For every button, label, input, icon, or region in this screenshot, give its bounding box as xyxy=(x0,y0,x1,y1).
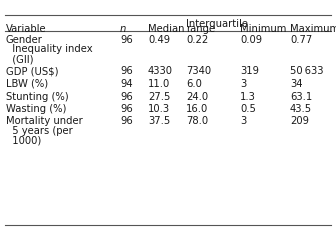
Text: 4330: 4330 xyxy=(148,67,173,77)
Text: 24.0: 24.0 xyxy=(186,92,208,102)
Text: 3: 3 xyxy=(240,79,246,89)
Text: 96: 96 xyxy=(120,104,133,114)
Text: 11.0: 11.0 xyxy=(148,79,170,89)
Text: 63.1: 63.1 xyxy=(290,92,312,102)
Text: Interquartile: Interquartile xyxy=(186,19,248,29)
Text: 209: 209 xyxy=(290,116,309,127)
Text: 0.77: 0.77 xyxy=(290,35,312,45)
Text: Inequality index: Inequality index xyxy=(6,44,93,54)
Text: Wasting (%): Wasting (%) xyxy=(6,104,67,114)
Text: 10.3: 10.3 xyxy=(148,104,170,114)
Text: n: n xyxy=(120,24,126,34)
Text: 96: 96 xyxy=(120,35,133,45)
Text: 3: 3 xyxy=(240,116,246,127)
Text: Maximum: Maximum xyxy=(290,24,336,34)
Text: 0.5: 0.5 xyxy=(240,104,256,114)
Text: 6.0: 6.0 xyxy=(186,79,202,89)
Text: 1000): 1000) xyxy=(6,136,41,146)
Text: 7340: 7340 xyxy=(186,67,211,77)
Text: (GII): (GII) xyxy=(6,54,34,64)
Text: Median: Median xyxy=(148,24,184,34)
Text: 96: 96 xyxy=(120,67,133,77)
Text: Mortality under: Mortality under xyxy=(6,116,83,127)
Text: 319: 319 xyxy=(240,67,259,77)
Text: 34: 34 xyxy=(290,79,302,89)
Text: LBW (%): LBW (%) xyxy=(6,79,48,89)
Text: 50 633: 50 633 xyxy=(290,67,324,77)
Text: 1.3: 1.3 xyxy=(240,92,256,102)
Text: GDP (US$): GDP (US$) xyxy=(6,67,58,77)
Text: Minimum: Minimum xyxy=(240,24,286,34)
Text: Gender: Gender xyxy=(6,35,43,45)
Text: Variable: Variable xyxy=(6,24,47,34)
Text: 96: 96 xyxy=(120,116,133,127)
Text: 27.5: 27.5 xyxy=(148,92,170,102)
Text: 37.5: 37.5 xyxy=(148,116,170,127)
Text: 0.49: 0.49 xyxy=(148,35,170,45)
Text: 0.22: 0.22 xyxy=(186,35,208,45)
Text: 96: 96 xyxy=(120,92,133,102)
Text: 43.5: 43.5 xyxy=(290,104,312,114)
Text: 0.09: 0.09 xyxy=(240,35,262,45)
Text: range: range xyxy=(186,24,215,34)
Text: 5 years (per: 5 years (per xyxy=(6,126,73,136)
Text: Stunting (%): Stunting (%) xyxy=(6,92,69,102)
Text: 78.0: 78.0 xyxy=(186,116,208,127)
Text: 16.0: 16.0 xyxy=(186,104,208,114)
Text: 94: 94 xyxy=(120,79,133,89)
